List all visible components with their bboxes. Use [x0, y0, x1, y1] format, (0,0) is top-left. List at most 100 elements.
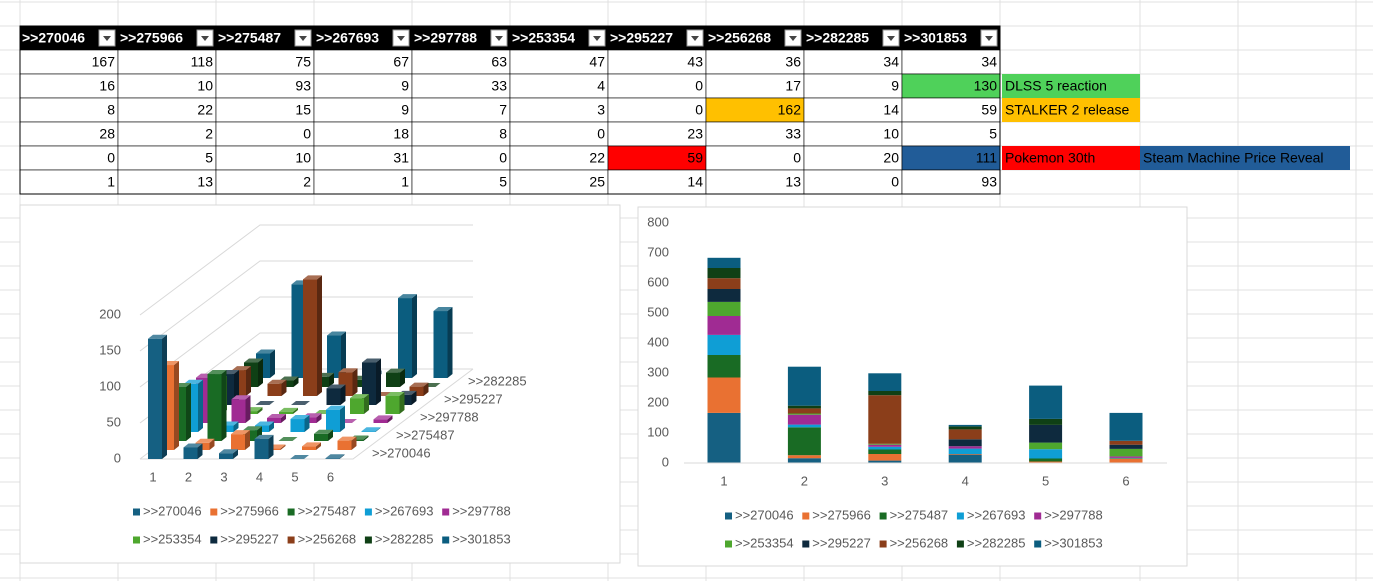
- bar-side: [339, 454, 345, 459]
- bar-segment: [868, 446, 902, 450]
- bar-segment: [707, 278, 741, 289]
- bar-side: [400, 368, 405, 387]
- note-cell: [1002, 98, 1140, 122]
- legend-label: >>295227: [812, 535, 871, 550]
- legend-swatch: [133, 536, 140, 544]
- cell-value: 0: [499, 150, 507, 166]
- bar-segment: [787, 366, 821, 406]
- legend-label: >>282285: [967, 535, 1026, 550]
- cell: [19, 73, 119, 99]
- cell: [509, 49, 609, 75]
- legend-label: >>275966: [812, 507, 871, 522]
- cell-value: 33: [491, 78, 507, 94]
- cell: [803, 145, 903, 171]
- bar-segment: [1109, 444, 1143, 449]
- bar-side: [221, 370, 227, 441]
- bar-side: [304, 415, 310, 432]
- bar-side: [233, 421, 239, 432]
- bar-side: [270, 349, 275, 378]
- bar-segment: [1029, 461, 1063, 463]
- cell: [901, 145, 1001, 171]
- cell: [215, 121, 315, 147]
- note-text: STALKER 2 release: [1005, 102, 1129, 118]
- bar-segment: [707, 412, 741, 463]
- cell-value: 10: [197, 78, 213, 94]
- cell-value: 130: [974, 78, 998, 94]
- bar-side: [198, 379, 203, 432]
- cell: [411, 97, 511, 123]
- bar-top: [255, 421, 274, 426]
- bar-top: [148, 334, 167, 339]
- bar-top: [409, 382, 429, 387]
- filter-arrow: [789, 36, 797, 41]
- legend-label: >>267693: [375, 503, 434, 518]
- y-tick-label: 0: [662, 454, 669, 469]
- bar-segment: [868, 454, 902, 461]
- bar-segment: [948, 426, 982, 430]
- header-label: >>275487: [218, 30, 281, 46]
- cell: [313, 73, 413, 99]
- legend-label: >>275487: [890, 507, 949, 522]
- cell-value: 0: [107, 150, 115, 166]
- cell: [607, 169, 707, 195]
- cell: [313, 49, 413, 75]
- bar-side: [281, 413, 286, 423]
- header-label: >>270046: [22, 30, 85, 46]
- bar-side: [197, 443, 203, 459]
- legend-label: >>282285: [375, 531, 434, 546]
- cell-value: 20: [883, 150, 899, 166]
- cell-value: 9: [891, 78, 899, 94]
- cell-value: 33: [785, 126, 801, 142]
- cell: [705, 73, 805, 99]
- cell-value: 34: [981, 54, 997, 70]
- note-text: DLSS 5 reaction: [1005, 78, 1107, 94]
- legend-label: >>253354: [735, 535, 794, 550]
- cell-value: 2: [205, 126, 213, 142]
- cell-value: 28: [99, 126, 115, 142]
- bar: [183, 447, 198, 459]
- note-cell: [1002, 74, 1140, 98]
- bar-top: [362, 358, 381, 363]
- cell: [19, 121, 119, 147]
- y-tick-label: 700: [647, 244, 669, 259]
- bar-top: [255, 401, 275, 405]
- y-tick-label: 600: [647, 274, 669, 289]
- filter-arrow: [691, 36, 699, 41]
- bar-top: [373, 415, 393, 420]
- bar: [291, 284, 306, 378]
- cell: [117, 169, 217, 195]
- cell: [215, 145, 315, 171]
- bar-segment: [868, 444, 902, 447]
- bar: [290, 419, 305, 432]
- y-tick-label: 300: [647, 364, 669, 379]
- cell-value: 1: [107, 174, 115, 190]
- legend-swatch: [879, 512, 887, 520]
- bar-top: [386, 368, 405, 373]
- bar: [148, 338, 162, 459]
- cell-value: 23: [687, 126, 703, 142]
- bar-side: [174, 361, 179, 450]
- bar-segment: [1029, 424, 1063, 443]
- bar: [302, 446, 316, 450]
- x-tick-label: 1: [720, 473, 727, 488]
- legend-label: >>253354: [143, 531, 202, 546]
- bar-segment: [948, 454, 982, 455]
- bar-segment: [707, 257, 741, 268]
- y-tick-label: 100: [99, 378, 121, 393]
- cell-value: 59: [687, 150, 703, 166]
- bar: [279, 411, 293, 414]
- cell-value: 0: [695, 78, 703, 94]
- bar-side: [423, 382, 429, 396]
- cell: [509, 145, 609, 171]
- filter-arrow: [593, 36, 601, 41]
- cell: [705, 121, 805, 147]
- bar-segment: [1109, 440, 1143, 445]
- bar-top: [219, 449, 238, 454]
- legend-swatch: [802, 540, 810, 548]
- cell-value: 18: [393, 126, 409, 142]
- bar-side: [269, 421, 274, 432]
- cell-value: 118: [191, 54, 214, 70]
- header-label: >>267693: [316, 30, 379, 46]
- bar-segment: [707, 316, 741, 335]
